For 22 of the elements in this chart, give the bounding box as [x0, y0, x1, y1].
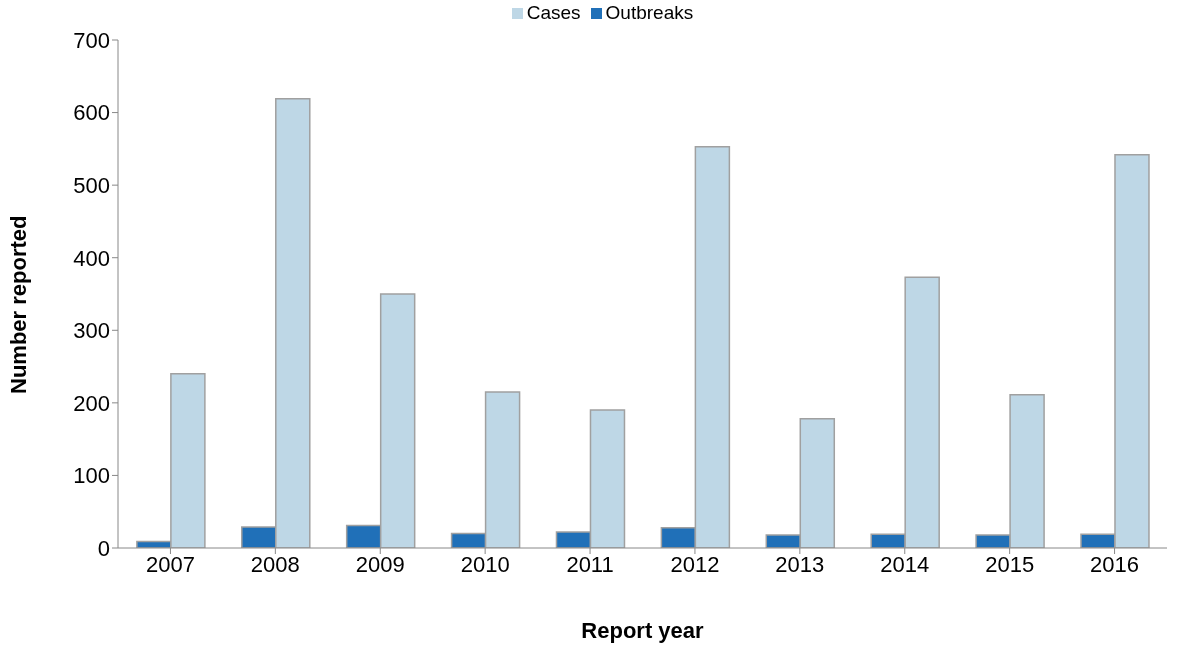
x-tick-label: 2010 [460, 551, 510, 577]
x-tick-label: 2009 [355, 551, 405, 577]
y-tick-label: 400 [73, 245, 110, 271]
y-tick-label: 300 [73, 318, 110, 344]
x-tick-label: 2013 [775, 551, 825, 577]
x-tick-label: 2007 [145, 551, 195, 577]
x-axis-title: Report year [581, 618, 705, 643]
x-tick-label: 2014 [880, 551, 930, 577]
y-tick-label: 700 [73, 27, 110, 53]
y-axis-title: Number reported [5, 215, 31, 394]
y-tick-label: 200 [73, 390, 110, 416]
legend-label: Outbreaks [605, 2, 694, 23]
y-tick-label: 600 [73, 100, 110, 126]
y-tick-label: 500 [73, 172, 110, 198]
x-tick-label: 2011 [566, 551, 614, 577]
legend-label: Cases [526, 2, 581, 23]
y-tick-label: 100 [73, 463, 110, 489]
y-tick-label: 0 [97, 535, 110, 561]
x-tick-label: 2012 [670, 551, 720, 577]
x-tick-label: 2008 [250, 551, 300, 577]
x-tick-label: 2015 [985, 551, 1035, 577]
x-tick-label: 2016 [1090, 551, 1140, 577]
